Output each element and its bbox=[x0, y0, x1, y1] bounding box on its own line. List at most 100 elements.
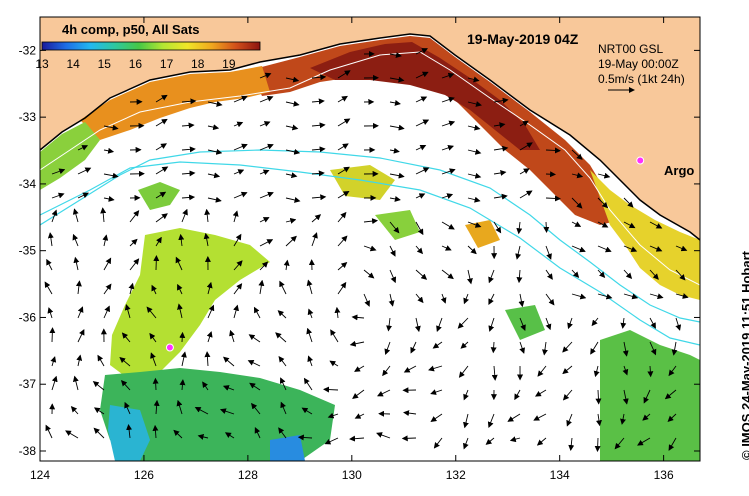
current-vector bbox=[128, 282, 135, 295]
current-vector bbox=[415, 245, 424, 255]
current-vector bbox=[488, 269, 495, 284]
current-vector bbox=[519, 190, 533, 199]
current-vector bbox=[386, 317, 393, 332]
current-vector bbox=[93, 407, 105, 415]
current-vector bbox=[178, 233, 185, 247]
current-vector bbox=[278, 427, 287, 439]
current-vector bbox=[176, 399, 183, 415]
current-vector bbox=[457, 317, 469, 329]
argo-markers bbox=[165, 156, 645, 352]
current-vector bbox=[430, 413, 443, 422]
argo-float-marker bbox=[165, 343, 174, 352]
current-vector bbox=[623, 293, 639, 300]
current-vector bbox=[155, 166, 169, 175]
current-vector bbox=[597, 221, 609, 228]
current-vector bbox=[222, 385, 235, 391]
latitude-tick-label: -37 bbox=[19, 377, 37, 391]
current-vector bbox=[233, 121, 244, 128]
current-vector bbox=[206, 331, 213, 343]
current-vector bbox=[533, 413, 547, 421]
current-vector bbox=[181, 98, 197, 105]
current-vector bbox=[179, 331, 186, 343]
longitude-tick-label: 136 bbox=[654, 468, 674, 482]
current-vector bbox=[352, 389, 365, 399]
current-vector bbox=[622, 341, 629, 357]
current-vector-field bbox=[44, 48, 689, 453]
current-vector bbox=[463, 413, 469, 429]
current-vector bbox=[389, 172, 405, 179]
current-vector bbox=[77, 306, 84, 319]
current-vector bbox=[463, 437, 469, 450]
current-vector bbox=[545, 293, 555, 306]
current-vector bbox=[204, 208, 211, 223]
current-vector bbox=[463, 293, 469, 305]
current-vector bbox=[597, 197, 609, 209]
longitude-tick-label: 126 bbox=[134, 468, 154, 482]
current-vector bbox=[389, 76, 405, 83]
current-vector bbox=[649, 317, 656, 329]
current-vector bbox=[285, 124, 299, 131]
current-vector bbox=[668, 437, 677, 451]
current-vector bbox=[389, 147, 400, 154]
current-vector bbox=[65, 430, 79, 439]
current-vector bbox=[207, 148, 223, 155]
current-vector bbox=[259, 95, 274, 103]
current-vector bbox=[597, 245, 612, 253]
current-vector bbox=[441, 120, 456, 127]
current-vector bbox=[249, 382, 261, 391]
current-vector bbox=[571, 245, 586, 253]
current-vector bbox=[675, 245, 688, 252]
current-vector bbox=[247, 360, 261, 367]
current-vector bbox=[103, 257, 112, 271]
current-vector bbox=[493, 145, 509, 152]
current-vector bbox=[119, 356, 131, 367]
current-vector bbox=[259, 169, 270, 176]
coastline bbox=[40, 33, 700, 241]
current-vector bbox=[622, 365, 629, 376]
current-vector bbox=[76, 354, 83, 367]
latitude-tick-label: -38 bbox=[19, 444, 37, 458]
current-vector bbox=[77, 192, 89, 199]
current-vector bbox=[307, 355, 314, 367]
current-vector bbox=[441, 168, 456, 175]
current-vector bbox=[493, 169, 507, 176]
current-vector bbox=[155, 94, 168, 103]
current-vector bbox=[103, 283, 112, 295]
current-vector bbox=[410, 341, 417, 354]
current-vector bbox=[285, 172, 298, 179]
current-vector bbox=[467, 101, 482, 107]
current-vector bbox=[259, 217, 270, 223]
current-vector bbox=[204, 351, 211, 367]
current-vector bbox=[233, 233, 242, 247]
current-vector bbox=[649, 269, 659, 280]
sst-green-east bbox=[600, 330, 700, 461]
current-vector bbox=[415, 96, 428, 103]
current-vector bbox=[278, 355, 287, 367]
bathymetry-contour-4000m bbox=[40, 161, 700, 346]
current-vector bbox=[458, 365, 469, 378]
sst-patch-3 bbox=[465, 220, 500, 248]
current-vector bbox=[47, 307, 54, 319]
latitude-axis: -32 -33 -34 -35 -36 -37 -38 bbox=[19, 43, 700, 458]
current-vector bbox=[567, 317, 573, 330]
current-vector bbox=[623, 197, 634, 208]
current-vector bbox=[590, 341, 599, 355]
current-vector bbox=[591, 317, 599, 327]
current-vector bbox=[516, 269, 523, 284]
current-vector bbox=[415, 48, 428, 55]
current-vector bbox=[77, 328, 85, 343]
current-vector bbox=[377, 389, 391, 397]
current-vector bbox=[181, 146, 196, 153]
current-vector bbox=[593, 365, 600, 378]
current-vector bbox=[259, 261, 269, 271]
colorbar-tick-label: 14 bbox=[66, 57, 80, 71]
current-vector bbox=[516, 221, 523, 235]
current-vector bbox=[124, 303, 131, 319]
current-vector bbox=[155, 236, 162, 247]
current-vector bbox=[150, 352, 157, 367]
current-vector bbox=[153, 399, 160, 415]
current-vector bbox=[285, 76, 300, 83]
current-vector bbox=[664, 389, 677, 400]
current-vector bbox=[430, 389, 443, 395]
